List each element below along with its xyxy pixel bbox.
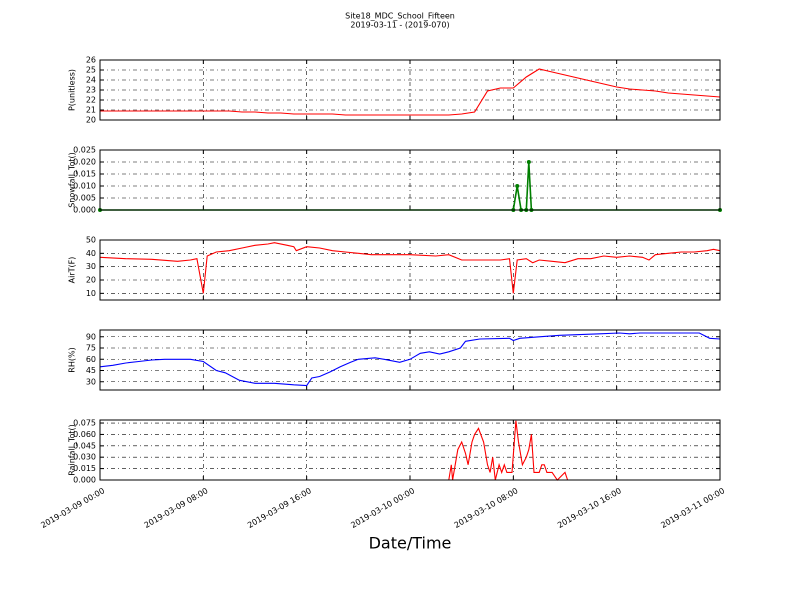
y-tick-label: 22 bbox=[86, 96, 96, 105]
y-tick-label: 0.015 bbox=[73, 464, 96, 473]
y-tick-label: 21 bbox=[86, 106, 96, 115]
y-tick-label: 0.025 bbox=[73, 146, 96, 155]
y-tick-label: 30 bbox=[86, 377, 96, 386]
data-line bbox=[100, 68, 721, 116]
plot-frame bbox=[99, 239, 721, 301]
y-tick-label: 0.045 bbox=[73, 441, 96, 450]
y-tick-label: 25 bbox=[86, 66, 96, 75]
plot-frame bbox=[99, 419, 721, 481]
y-tick-label: 90 bbox=[86, 332, 96, 341]
data-point bbox=[515, 184, 520, 188]
y-tick-label: 10 bbox=[86, 289, 96, 298]
data-point bbox=[526, 160, 531, 164]
y-axis-label: P(unitless) bbox=[68, 69, 77, 111]
plot-frame bbox=[99, 149, 721, 211]
y-axis-label: Rainfall_Tot() bbox=[68, 424, 77, 476]
y-tick-label: 40 bbox=[86, 249, 96, 258]
plot-frame bbox=[99, 59, 721, 121]
y-tick-label: 0.000 bbox=[73, 206, 96, 215]
y-tick-label: 20 bbox=[86, 276, 96, 285]
title: Site18_MDC_School_Fifteen bbox=[345, 12, 455, 21]
y-tick-label: 0.010 bbox=[73, 182, 96, 191]
y-tick-label: 26 bbox=[86, 56, 96, 65]
y-tick-label: 0.030 bbox=[73, 453, 96, 462]
y-axis-label: Snowfall_Tot() bbox=[68, 152, 77, 208]
y-tick-label: 75 bbox=[86, 344, 96, 353]
y-tick-label: 45 bbox=[86, 366, 96, 375]
y-tick-label: 50 bbox=[86, 236, 96, 245]
y-tick-label: 23 bbox=[86, 86, 96, 95]
y-tick-label: 0.015 bbox=[73, 170, 96, 179]
y-axis-label: AirT(F) bbox=[68, 257, 77, 284]
y-tick-label: 20 bbox=[86, 116, 96, 125]
y-tick-label: 0.020 bbox=[73, 158, 96, 167]
plot-frame bbox=[99, 329, 721, 391]
y-tick-label: 0.060 bbox=[73, 430, 96, 439]
y-axis-label: RH(%) bbox=[68, 347, 77, 372]
y-tick-label: 0.075 bbox=[73, 419, 96, 428]
y-tick-label: 24 bbox=[86, 76, 96, 85]
data-line bbox=[99, 242, 721, 294]
y-tick-label: 0.005 bbox=[73, 194, 96, 203]
subtitle: 2019-03-11 - (2019-070) bbox=[350, 21, 449, 30]
x-axis-label: Date/Time bbox=[369, 534, 452, 553]
y-tick-label: 30 bbox=[86, 262, 96, 271]
data-line bbox=[100, 420, 720, 481]
y-tick-label: 0.000 bbox=[73, 476, 96, 485]
data-line bbox=[99, 332, 721, 387]
y-tick-label: 60 bbox=[86, 355, 96, 364]
